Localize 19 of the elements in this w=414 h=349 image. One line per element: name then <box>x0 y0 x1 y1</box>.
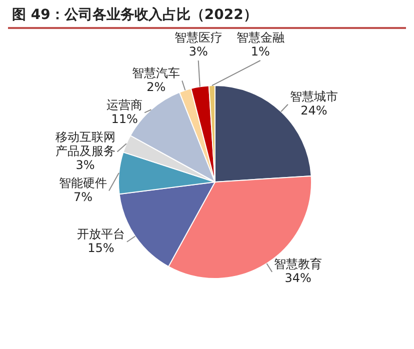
slice-label: 开放平台 <box>76 226 125 241</box>
data-label: 15% <box>88 240 114 255</box>
data-label: 34% <box>284 271 312 286</box>
data-label: 2% <box>146 80 166 94</box>
data-label: 11% <box>111 112 138 126</box>
slice-label: 智慧教育 <box>274 257 322 272</box>
slice-label: 智慧汽车 <box>132 66 180 80</box>
data-label: 3% <box>188 44 208 59</box>
slice-label: 移动互联网产品及服务 <box>55 130 116 158</box>
slice-label: 智慧城市 <box>290 89 338 104</box>
data-label: 3% <box>76 158 95 172</box>
slice-label: 智慧医疗 <box>174 30 222 45</box>
chart-title: 图 49：公司各业务收入占比（2022） <box>12 6 258 24</box>
slice-label: 运营商 <box>106 98 143 112</box>
data-label: 24% <box>300 103 328 118</box>
data-label: 7% <box>73 190 92 204</box>
slice-label: 智能硬件 <box>58 176 107 190</box>
data-label: 1% <box>250 44 270 59</box>
slice-label: 智慧金融 <box>236 30 284 45</box>
